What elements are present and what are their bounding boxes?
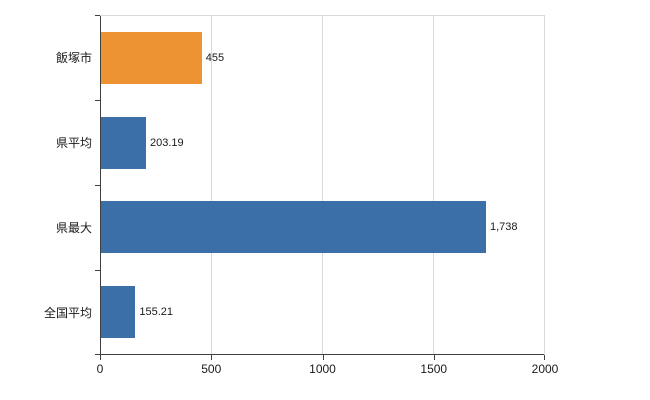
x-tick-label: 1000 bbox=[309, 362, 336, 376]
gridline bbox=[322, 16, 323, 355]
category-label: 県最大 bbox=[55, 221, 92, 235]
category-label: 飯塚市 bbox=[55, 51, 92, 65]
x-tick-label: 2000 bbox=[531, 362, 559, 376]
y-tick-mark bbox=[95, 15, 100, 16]
x-tick-mark bbox=[433, 355, 435, 360]
bar bbox=[101, 201, 486, 254]
x-axis-line bbox=[100, 354, 544, 355]
y-axis-category-labels: 飯塚市 県平均 県最大 全国平均 bbox=[0, 15, 94, 355]
value-label: 455 bbox=[205, 52, 225, 65]
category-label: 県平均 bbox=[55, 136, 92, 150]
plot-area: 455 203.19 1,738 155.21 bbox=[100, 15, 545, 355]
bar-row: 1,738 bbox=[101, 185, 544, 270]
bar-row: 203.19 bbox=[101, 101, 544, 186]
bar bbox=[101, 285, 136, 338]
bar-row: 455 bbox=[101, 16, 544, 101]
x-tick-label: 0 bbox=[96, 362, 104, 376]
y-tick-mark bbox=[95, 270, 100, 271]
bar bbox=[101, 32, 202, 85]
y-axis-line bbox=[100, 16, 101, 355]
x-axis-tickmarks bbox=[100, 355, 545, 360]
gridline bbox=[211, 16, 212, 355]
bar-row: 155.21 bbox=[101, 270, 544, 355]
value-label: 155.21 bbox=[139, 305, 174, 318]
bar-rows: 455 203.19 1,738 155.21 bbox=[101, 16, 544, 354]
x-tick-label: 1500 bbox=[420, 362, 448, 376]
value-label: 1,738 bbox=[489, 221, 518, 234]
y-tick-mark bbox=[95, 100, 100, 101]
x-tick-mark bbox=[211, 355, 213, 360]
y-tick-mark bbox=[95, 185, 100, 186]
x-tick-mark bbox=[100, 355, 101, 360]
bar bbox=[101, 116, 146, 169]
y-tick-mark bbox=[95, 354, 100, 355]
x-tick-mark bbox=[322, 355, 324, 360]
x-tick-mark bbox=[544, 355, 545, 360]
category-label: 全国平均 bbox=[43, 306, 92, 320]
y-axis-tickmarks bbox=[95, 15, 100, 355]
gridline bbox=[433, 16, 434, 355]
x-axis-tick-labels: 0 500 1000 1500 2000 bbox=[96, 362, 559, 378]
x-tick-label: 500 bbox=[201, 362, 222, 376]
value-label: 203.19 bbox=[150, 136, 184, 149]
